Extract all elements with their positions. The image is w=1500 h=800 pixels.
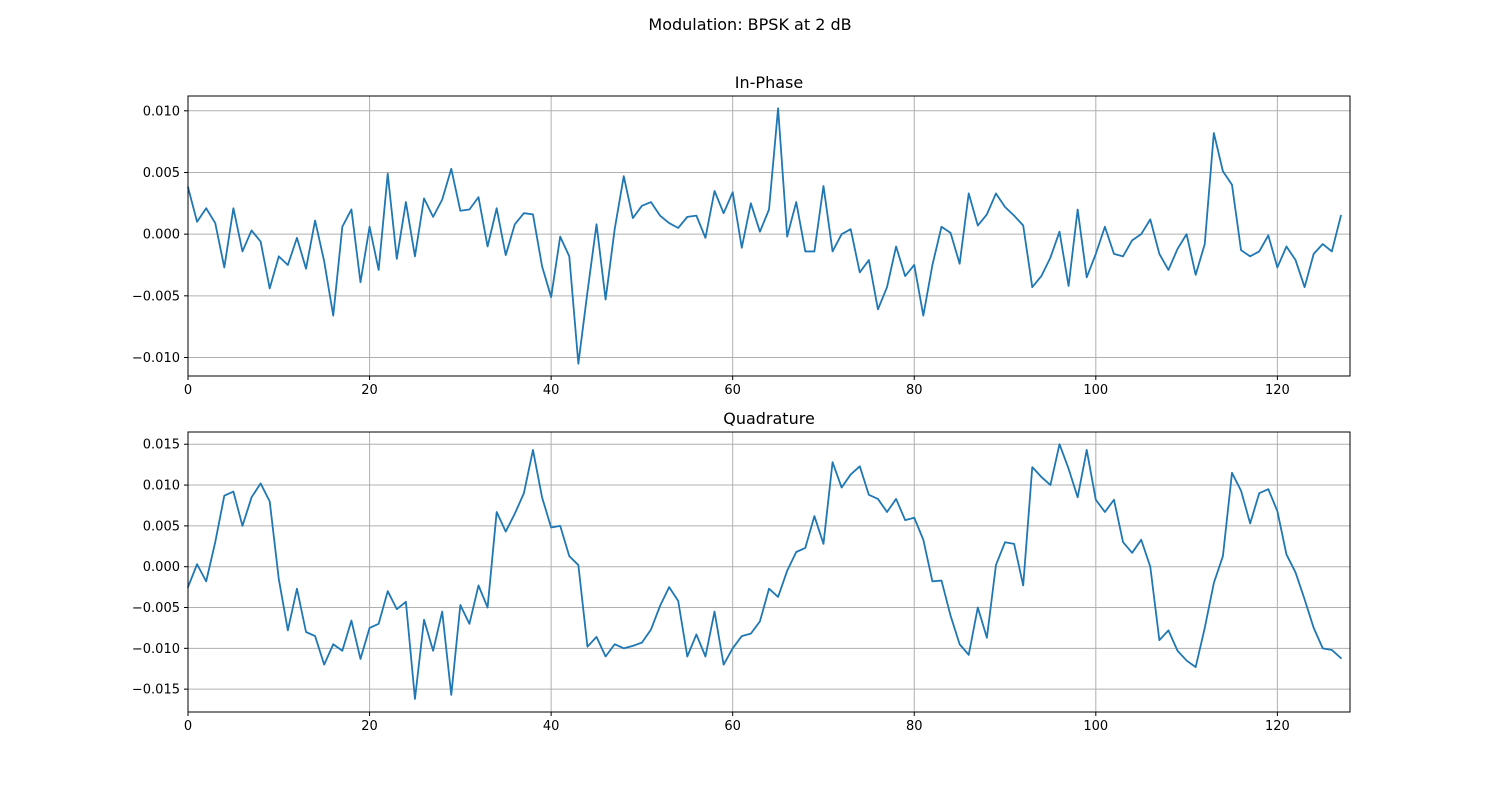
quadrature-x-tick-label: 40 bbox=[543, 719, 560, 734]
in-phase-y-tick-label: 0.010 bbox=[143, 104, 180, 119]
in-phase-x-tick-label: 40 bbox=[543, 383, 560, 398]
in-phase-y-tick-label: −0.010 bbox=[132, 351, 180, 366]
quadrature-x-tick-label: 80 bbox=[906, 719, 923, 734]
quadrature-title: Quadrature bbox=[723, 409, 815, 428]
quadrature-y-tick-label: −0.005 bbox=[132, 601, 180, 616]
quadrature-y-tick-label: 0.015 bbox=[143, 438, 180, 453]
in-phase-x-tick-label: 0 bbox=[184, 383, 192, 398]
quadrature-x-tick-label: 120 bbox=[1265, 719, 1290, 734]
figure-title: Modulation: BPSK at 2 dB bbox=[648, 15, 851, 34]
in-phase-x-tick-label: 120 bbox=[1265, 383, 1290, 398]
quadrature-axes: Quadrature 0 20 40 60 80 100 120 −0.015 −0.010 −0… bbox=[132, 409, 1351, 734]
in-phase-series-line bbox=[187, 107, 1342, 365]
quadrature-y-tick-label: 0.005 bbox=[143, 519, 180, 534]
quadrature-y-tick-label: −0.015 bbox=[132, 683, 180, 698]
in-phase-x-tick-label: 100 bbox=[1083, 383, 1108, 398]
quadrature-series-line bbox=[187, 443, 1342, 700]
quadrature-x-tick-label: 100 bbox=[1083, 719, 1108, 734]
quadrature-y-tick-label: 0.010 bbox=[143, 479, 180, 494]
in-phase-axes-frame bbox=[187, 95, 1351, 377]
in-phase-x-tick-label: 80 bbox=[906, 383, 923, 398]
in-phase-x-tick-label: 20 bbox=[361, 383, 378, 398]
quadrature-x-tick-label: 20 bbox=[361, 719, 378, 734]
in-phase-x-tick-label: 60 bbox=[724, 383, 741, 398]
in-phase-y-tick-label: −0.005 bbox=[132, 289, 180, 304]
quadrature-x-tick-label: 60 bbox=[724, 719, 741, 734]
quadrature-y-tick-label: −0.010 bbox=[132, 642, 180, 657]
quadrature-x-tick-label: 0 bbox=[184, 719, 192, 734]
in-phase-axes: In-Phase 0 20 40 60 80 100 120 −0.010 −0.005 0.00… bbox=[132, 73, 1351, 398]
in-phase-y-tick-label: 0.000 bbox=[143, 228, 180, 243]
quadrature-axes-frame bbox=[187, 431, 1351, 713]
quadrature-y-tick-label: 0.000 bbox=[143, 560, 180, 575]
in-phase-y-tick-label: 0.005 bbox=[143, 166, 180, 181]
in-phase-title: In-Phase bbox=[735, 73, 803, 92]
